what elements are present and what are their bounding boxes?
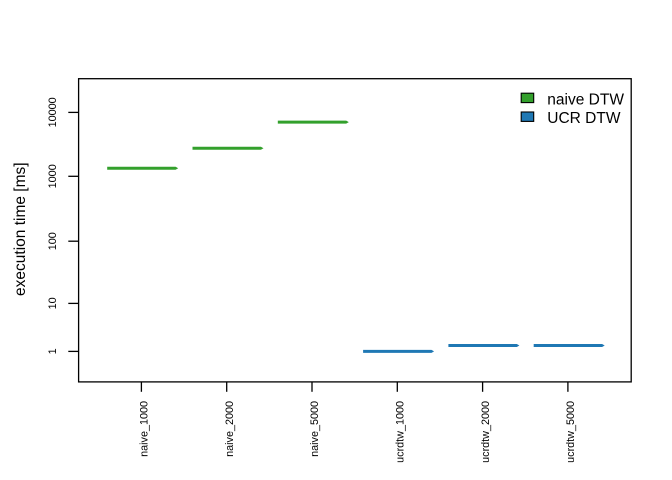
svg-text:ucrdtw_5000: ucrdtw_5000 xyxy=(565,401,577,463)
svg-text:naive_1000: naive_1000 xyxy=(139,401,151,457)
svg-text:UCR DTW: UCR DTW xyxy=(547,110,621,127)
svg-text:10000: 10000 xyxy=(47,97,59,127)
svg-text:naive_2000: naive_2000 xyxy=(224,401,236,457)
svg-text:1000: 1000 xyxy=(47,164,59,188)
svg-text:1: 1 xyxy=(47,348,59,354)
svg-text:10: 10 xyxy=(47,297,59,309)
svg-text:execution time [ms]: execution time [ms] xyxy=(12,162,29,296)
svg-text:100: 100 xyxy=(47,232,59,250)
svg-text:ucrdtw_2000: ucrdtw_2000 xyxy=(480,401,492,463)
svg-text:naive_5000: naive_5000 xyxy=(309,401,321,457)
svg-text:naive DTW: naive DTW xyxy=(547,91,624,108)
svg-text:ucrdtw_1000: ucrdtw_1000 xyxy=(395,401,407,463)
